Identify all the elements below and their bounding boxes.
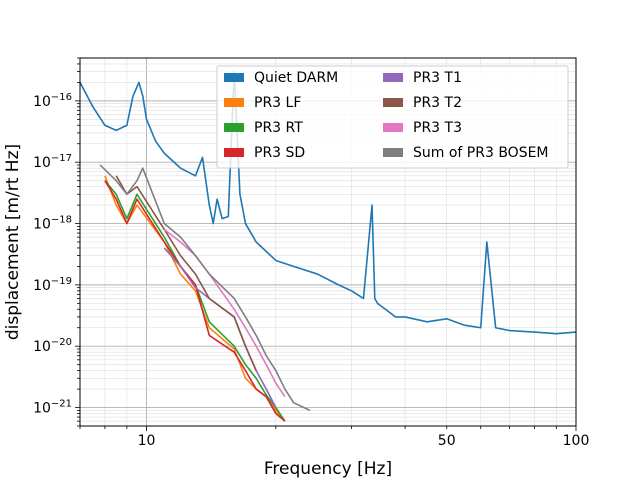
axis-ticks: 10 50 100 10−16 10−17 10−18 10−19 10−20 10−21 (33, 57, 590, 449)
y-tick-label: 10−18 (33, 215, 72, 233)
legend-label-4: PR3 T1 (413, 70, 462, 86)
legend-swatch-2 (224, 123, 244, 132)
series-line-6 (163, 228, 286, 398)
legend-swatch-5 (383, 98, 403, 107)
x-tick-label: 100 (563, 433, 590, 449)
legend-swatch-4 (383, 73, 403, 82)
legend-swatch-0 (224, 73, 244, 82)
legend-box (216, 65, 569, 169)
legend-swatch-3 (224, 148, 244, 157)
legend: Quiet DARM PR3 LF PR3 RT PR3 SD PR3 T1 PR3 T2… (216, 65, 569, 169)
y-tick-label: 10−16 (33, 92, 72, 110)
legend-label-6: PR3 T3 (413, 120, 462, 136)
legend-label-0: Quiet DARM (254, 70, 338, 86)
series-group (80, 70, 576, 422)
x-tick-label: 10 (138, 433, 156, 449)
legend-label-7: Sum of PR3 BOSEM (413, 145, 549, 161)
series-line-3 (104, 180, 286, 422)
series-line-2 (104, 180, 286, 422)
series-line-7 (99, 164, 311, 412)
legend-label-5: PR3 T2 (413, 95, 462, 111)
legend-label-1: PR3 LF (254, 95, 301, 111)
series-line-5 (115, 175, 257, 371)
legend-label-2: PR3 RT (254, 120, 303, 136)
legend-swatch-6 (383, 123, 403, 132)
y-tick-label: 10−20 (33, 337, 72, 355)
legend-label-3: PR3 SD (254, 145, 305, 161)
y-tick-label: 10−19 (33, 276, 72, 294)
legend-swatch-7 (383, 148, 403, 157)
x-tick-label: 50 (438, 433, 456, 449)
y-axis-label: displacement [m/rt Hz] (3, 144, 23, 340)
y-tick-label: 10−21 (33, 399, 72, 417)
series-line-0 (80, 70, 576, 335)
x-axis-label: Frequency [Hz] (264, 459, 392, 479)
y-tick-label: 10−17 (33, 153, 72, 171)
legend-swatch-1 (224, 98, 244, 107)
